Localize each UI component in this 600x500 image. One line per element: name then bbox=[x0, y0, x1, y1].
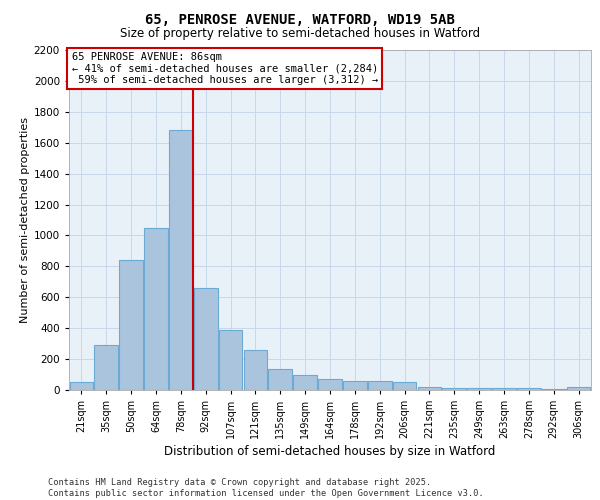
Bar bbox=[293, 374, 317, 390]
Bar bbox=[70, 382, 93, 390]
Bar bbox=[343, 380, 367, 390]
Text: Contains HM Land Registry data © Crown copyright and database right 2025.
Contai: Contains HM Land Registry data © Crown c… bbox=[48, 478, 484, 498]
Bar bbox=[442, 388, 466, 390]
Bar bbox=[244, 350, 267, 390]
Bar bbox=[144, 228, 168, 390]
Bar bbox=[467, 388, 491, 390]
Bar bbox=[94, 345, 118, 390]
Bar bbox=[368, 380, 392, 390]
Text: 65, PENROSE AVENUE, WATFORD, WD19 5AB: 65, PENROSE AVENUE, WATFORD, WD19 5AB bbox=[145, 12, 455, 26]
Bar bbox=[542, 389, 566, 390]
Bar bbox=[194, 288, 218, 390]
Bar bbox=[492, 388, 516, 390]
Bar bbox=[318, 379, 342, 390]
X-axis label: Distribution of semi-detached houses by size in Watford: Distribution of semi-detached houses by … bbox=[164, 446, 496, 458]
Text: Size of property relative to semi-detached houses in Watford: Size of property relative to semi-detach… bbox=[120, 28, 480, 40]
Text: 65 PENROSE AVENUE: 86sqm
← 41% of semi-detached houses are smaller (2,284)
 59% : 65 PENROSE AVENUE: 86sqm ← 41% of semi-d… bbox=[71, 52, 378, 85]
Bar bbox=[393, 382, 416, 390]
Bar bbox=[418, 387, 441, 390]
Bar bbox=[169, 130, 193, 390]
Bar bbox=[119, 260, 143, 390]
Y-axis label: Number of semi-detached properties: Number of semi-detached properties bbox=[20, 117, 29, 323]
Bar bbox=[567, 387, 590, 390]
Bar bbox=[268, 369, 292, 390]
Bar bbox=[219, 330, 242, 390]
Bar bbox=[517, 388, 541, 390]
